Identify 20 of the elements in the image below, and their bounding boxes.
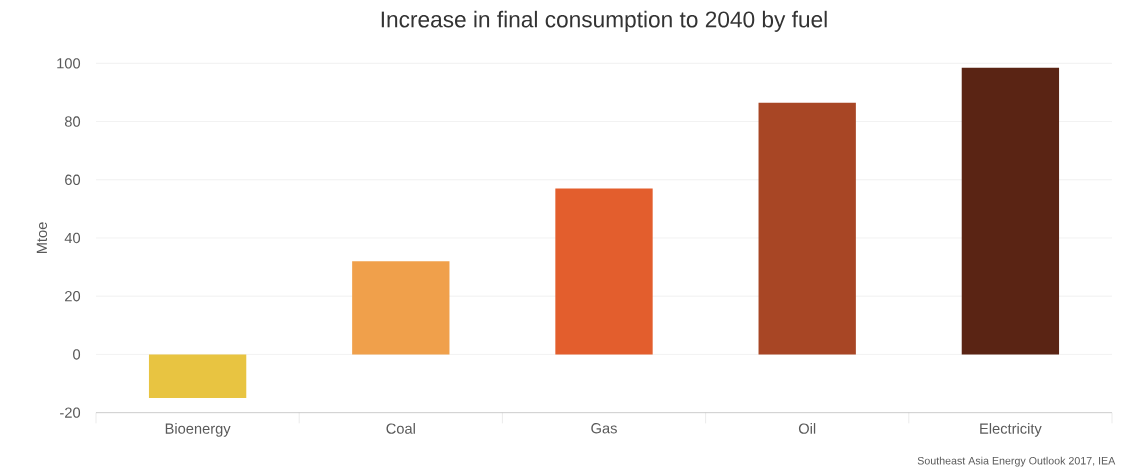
bar — [961, 67, 1060, 355]
y-tick-label: 40 — [64, 232, 81, 244]
y-tick-label: 0 — [73, 349, 81, 360]
y-tick-label: 100 — [57, 58, 81, 69]
x-tick-label: Electricity — [980, 423, 1042, 437]
x-tick-label: Coal — [386, 423, 415, 434]
x-tick-label: Oil — [798, 423, 816, 434]
y-tick-label: -20 — [60, 407, 81, 418]
bar — [758, 102, 856, 355]
y-axis-title: Mtoe — [36, 222, 48, 254]
bar — [352, 261, 450, 355]
y-tick-label: 80 — [64, 116, 81, 127]
text: Southeast Asia Energy Outlook 2017, IEA — [917, 456, 1116, 467]
bar — [148, 354, 247, 399]
y-tick-label: 60 — [65, 174, 81, 185]
x-tick-label: Bioenergy — [165, 423, 231, 437]
bar — [555, 188, 653, 355]
y-tick-label: 20 — [65, 291, 81, 302]
x-tick-label: Gas — [591, 423, 617, 434]
chart-title: Increase in final consumption to 2040 by fuel — [381, 10, 827, 32]
